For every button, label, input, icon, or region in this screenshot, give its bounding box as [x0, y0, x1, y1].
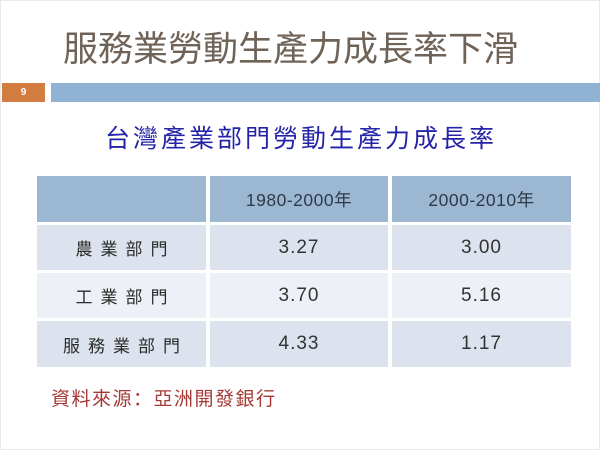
row-agriculture-value-1980-2000: 3.27	[210, 225, 388, 270]
row-services-value-2000-2010: 1.17	[392, 321, 571, 367]
productivity-table: 1980-2000年 2000-2010年 農業部門 3.27 3.00 工業部…	[37, 176, 571, 367]
table-header-1980-2000: 1980-2000年	[210, 176, 388, 222]
table-header-empty	[37, 176, 206, 222]
table-caption: 台灣產業部門勞動生產力成長率	[104, 126, 497, 153]
row-agriculture-label: 農業部門	[37, 225, 206, 270]
row-industry-value-1980-2000: 3.70	[210, 273, 388, 318]
row-industry-label: 工業部門	[37, 273, 206, 318]
header-accent-strip: 9	[1, 83, 600, 102]
source-note: 資料來源：亞洲開發銀行	[51, 389, 277, 410]
table-header-2000-2010: 2000-2010年	[392, 176, 571, 222]
page-number-badge: 9	[2, 83, 45, 102]
row-industry-value-2000-2010: 5.16	[392, 273, 571, 318]
row-agriculture-value-2000-2010: 3.00	[392, 225, 571, 270]
row-services-label: 服務業部門	[37, 321, 206, 367]
accent-bar	[51, 83, 600, 102]
row-services-value-1980-2000: 4.33	[210, 321, 388, 367]
slide-title: 服務業勞動生產力成長率下滑	[63, 30, 519, 69]
